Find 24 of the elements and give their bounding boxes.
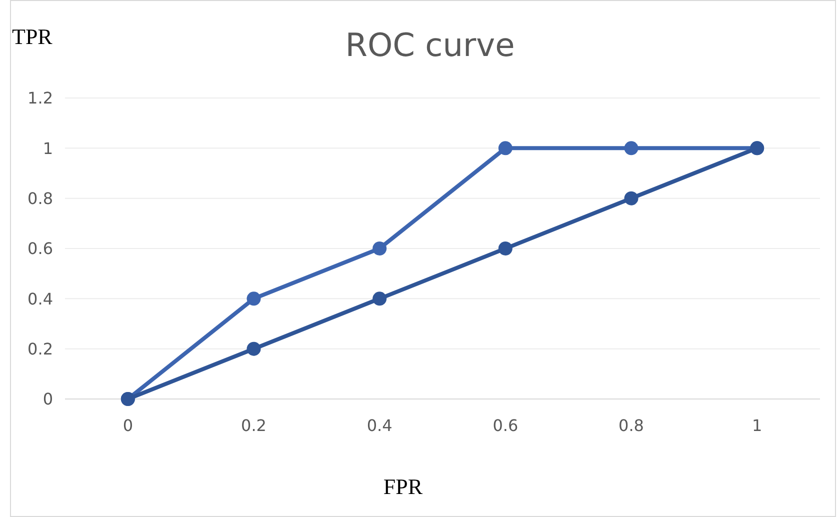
y-tick-label: 0.4 [28, 289, 53, 308]
x-tick-label: 1 [752, 416, 762, 435]
point [246, 342, 261, 356]
x-tick-label: 0.8 [618, 416, 644, 435]
y-tick-label: 1.2 [28, 88, 53, 108]
point [624, 191, 638, 206]
point [372, 242, 387, 256]
point [624, 141, 638, 156]
y-axis-title: TPR [12, 24, 53, 49]
y-tick-label: 0.8 [28, 188, 53, 208]
x-tick-label: 0.2 [241, 416, 266, 435]
point [372, 292, 387, 306]
y-tick-label: 0.2 [28, 339, 53, 358]
point [246, 292, 261, 306]
x-axis-title: FPR [383, 474, 423, 499]
y-tick-label: 0 [42, 390, 53, 409]
x-tick-label: 0 [122, 416, 134, 435]
y-tick-label: 1 [42, 138, 53, 158]
y-tick-label: 0.6 [28, 239, 53, 258]
point [498, 242, 512, 256]
x-tick-label: 0.6 [492, 416, 518, 435]
point [498, 141, 512, 156]
x-tick-label: 0.4 [366, 416, 392, 435]
chart-title: ROC curve [345, 26, 515, 64]
